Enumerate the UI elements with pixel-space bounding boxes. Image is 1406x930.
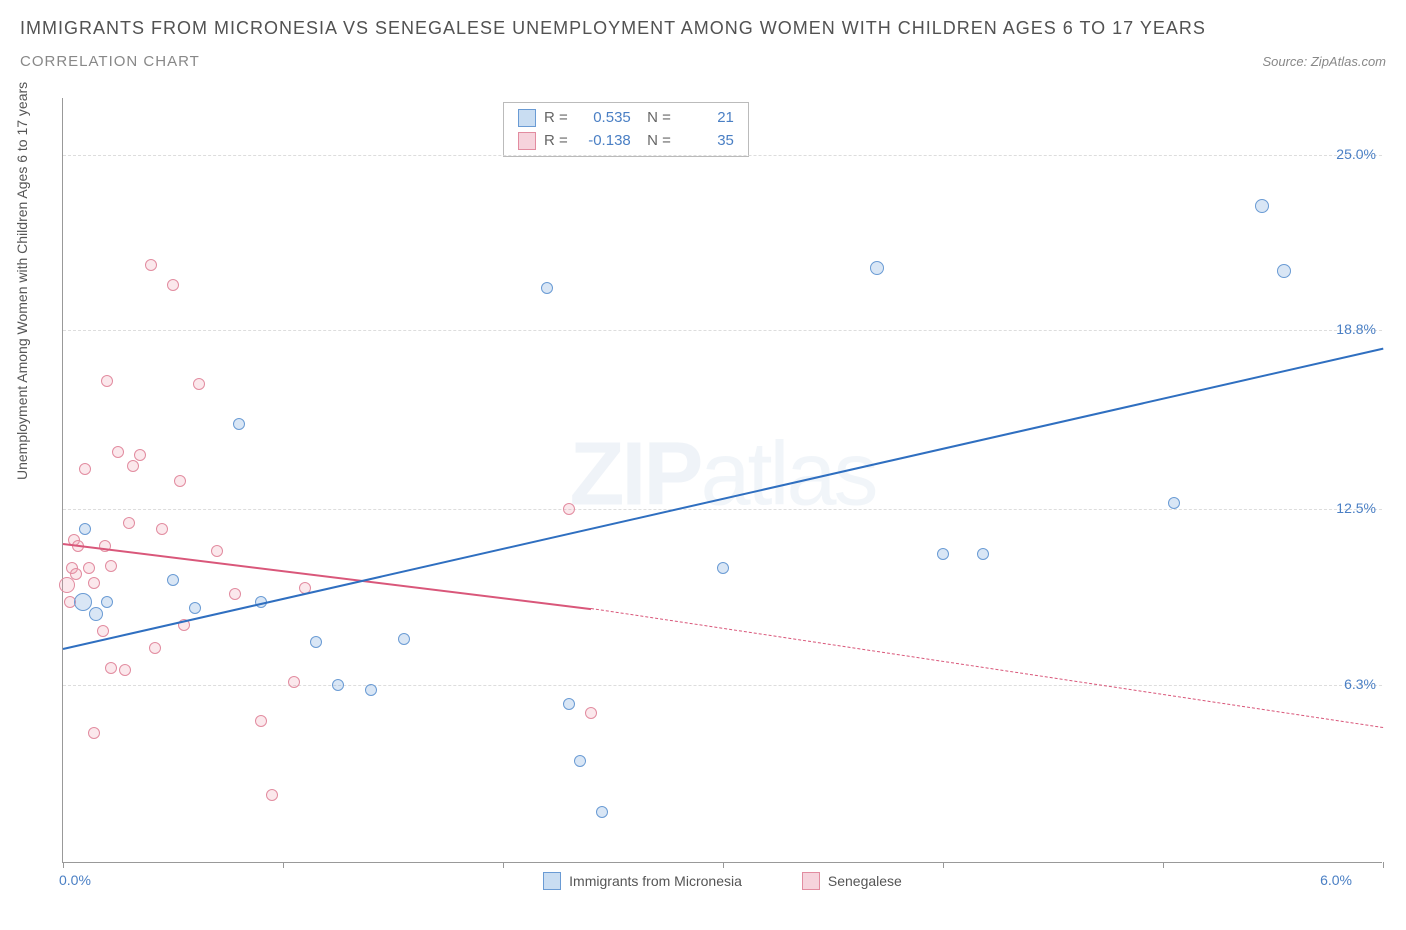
scatter-point-b (119, 664, 131, 676)
scatter-point-b (88, 727, 100, 739)
scatter-point-b (156, 523, 168, 535)
scatter-point-a (870, 261, 884, 275)
y-axis-label: Unemployment Among Women with Children A… (14, 82, 30, 480)
y-tick-label: 25.0% (1336, 146, 1376, 162)
stat-n-a: 21 (679, 107, 734, 130)
scatter-point-b (266, 789, 278, 801)
grid-line (63, 509, 1382, 510)
stats-row-a: R = 0.535 N = 21 (518, 107, 734, 130)
swatch-a-icon (518, 109, 536, 127)
scatter-point-b (193, 378, 205, 390)
scatter-point-b (88, 577, 100, 589)
x-tick-mark (283, 862, 284, 868)
chart-plot-area: ZIPatlas R = 0.535 N = 21 R = -0.138 N =… (62, 98, 1382, 863)
scatter-point-a (937, 548, 949, 560)
chart-subtitle: CORRELATION CHART (20, 53, 200, 70)
scatter-point-a (1277, 264, 1291, 278)
scatter-point-a (89, 607, 103, 621)
scatter-point-a (596, 806, 608, 818)
source-label: Source: ZipAtlas.com (1262, 54, 1386, 69)
legend-label-b: Senegalese (828, 873, 902, 889)
trend-line-b (63, 543, 591, 610)
trend-line-a (63, 347, 1383, 649)
scatter-point-a (398, 633, 410, 645)
trend-line-b-dash (591, 608, 1383, 728)
scatter-point-a (541, 282, 553, 294)
scatter-point-b (59, 577, 75, 593)
scatter-point-b (563, 503, 575, 515)
scatter-point-a (101, 596, 113, 608)
grid-line (63, 685, 1382, 686)
scatter-point-a (310, 636, 322, 648)
scatter-point-a (74, 593, 92, 611)
scatter-point-b (105, 662, 117, 674)
scatter-point-b (145, 259, 157, 271)
chart-title: IMMIGRANTS FROM MICRONESIA VS SENEGALESE… (20, 18, 1386, 39)
scatter-point-b (174, 475, 186, 487)
scatter-point-b (149, 642, 161, 654)
scatter-point-a (1168, 497, 1180, 509)
x-tick-mark (723, 862, 724, 868)
scatter-point-b (70, 568, 82, 580)
swatch-b-icon (518, 132, 536, 150)
scatter-point-a (332, 679, 344, 691)
scatter-point-b (105, 560, 117, 572)
legend: Immigrants from Micronesia Senegalese (63, 872, 1382, 890)
scatter-point-b (134, 449, 146, 461)
legend-label-a: Immigrants from Micronesia (569, 873, 742, 889)
stat-r-a: 0.535 (576, 107, 631, 130)
scatter-point-b (167, 279, 179, 291)
x-tick-mark (503, 862, 504, 868)
scatter-point-b (211, 545, 223, 557)
scatter-point-a (189, 602, 201, 614)
scatter-point-b (127, 460, 139, 472)
grid-line (63, 155, 1382, 156)
scatter-point-a (365, 684, 377, 696)
stats-row-b: R = -0.138 N = 35 (518, 130, 734, 153)
scatter-point-a (1255, 199, 1269, 213)
x-tick-mark (63, 862, 64, 868)
x-tick-mark (943, 862, 944, 868)
scatter-point-b (112, 446, 124, 458)
legend-swatch-a-icon (543, 872, 561, 890)
scatter-point-b (288, 676, 300, 688)
scatter-point-a (717, 562, 729, 574)
grid-line (63, 330, 1382, 331)
scatter-point-a (233, 418, 245, 430)
scatter-point-b (229, 588, 241, 600)
scatter-point-b (585, 707, 597, 719)
x-tick-left: 0.0% (59, 872, 91, 888)
scatter-point-b (97, 625, 109, 637)
scatter-point-b (83, 562, 95, 574)
stat-r-b: -0.138 (576, 130, 631, 153)
scatter-point-a (574, 755, 586, 767)
legend-item-a: Immigrants from Micronesia (543, 872, 742, 890)
scatter-point-a (977, 548, 989, 560)
legend-swatch-b-icon (802, 872, 820, 890)
x-tick-right: 6.0% (1320, 872, 1352, 888)
x-tick-mark (1163, 862, 1164, 868)
x-tick-mark (1383, 862, 1384, 868)
scatter-point-b (255, 715, 267, 727)
scatter-point-b (101, 375, 113, 387)
stats-box: R = 0.535 N = 21 R = -0.138 N = 35 (503, 102, 749, 157)
stat-n-b: 35 (679, 130, 734, 153)
scatter-point-a (167, 574, 179, 586)
scatter-point-b (79, 463, 91, 475)
y-tick-label: 6.3% (1344, 676, 1376, 692)
scatter-point-b (123, 517, 135, 529)
legend-item-b: Senegalese (802, 872, 902, 890)
scatter-point-a (79, 523, 91, 535)
y-tick-label: 12.5% (1336, 500, 1376, 516)
scatter-point-a (563, 698, 575, 710)
y-tick-label: 18.8% (1336, 321, 1376, 337)
